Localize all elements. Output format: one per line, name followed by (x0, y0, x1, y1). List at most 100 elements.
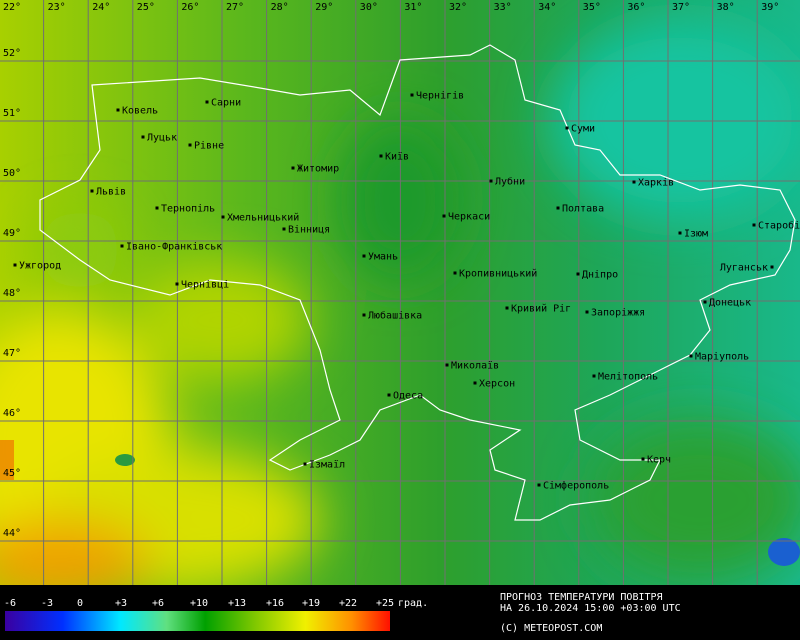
city-label: Старобі (758, 220, 800, 232)
lat-label: 47° (3, 348, 21, 359)
city-dot (155, 206, 159, 210)
city-dot (120, 244, 124, 248)
legend: -6 -3 0 +3 +6 +10 +13 +16 +19 +22 +25 град. (4, 598, 428, 609)
city-dot (13, 263, 17, 267)
city-label: Кривий Ріг (511, 303, 571, 315)
legend-label: +10 (190, 598, 208, 609)
cities: Ковель Сарни Чернігів Луцьк Рівне Суми Житомир… (13, 90, 800, 492)
lat-label: 46° (3, 408, 21, 419)
city-label: Київ (385, 152, 409, 163)
lon-label: 29° (315, 2, 333, 13)
city-label: Керч (647, 455, 671, 466)
border (39, 44, 796, 521)
lon-label: 34° (538, 2, 556, 13)
lon-label: 28° (271, 2, 289, 13)
lat-label: 49° (3, 228, 21, 239)
city-label: Одеса (393, 391, 423, 402)
city-label: Житомир (297, 164, 339, 175)
city-dot (505, 306, 509, 310)
city-dot (116, 108, 120, 112)
lon-label: 26° (181, 2, 199, 13)
city-label: Дніпро (582, 269, 618, 281)
city-dot (362, 254, 366, 258)
city-dot (576, 272, 580, 276)
city-dot (641, 457, 645, 461)
legend-label: +25 (376, 598, 394, 609)
lon-label: 25° (137, 2, 155, 13)
caption-title: ПРОГНОЗ ТЕМПЕРАТУРИ ПОВІТРЯ (500, 592, 663, 603)
lon-label: 24° (92, 2, 110, 13)
city-label: Хмельницький (227, 212, 299, 224)
city-label: Луганськ (720, 263, 768, 274)
lon-label: 33° (494, 2, 512, 13)
city-label: Миколаїв (451, 361, 499, 372)
city-label: Ужгород (19, 261, 61, 272)
city-label: Рівне (194, 140, 224, 152)
legend-label: +13 (228, 598, 246, 609)
lon-label: 23° (48, 2, 66, 13)
city-dot (556, 206, 560, 210)
lon-label: 35° (583, 2, 601, 13)
city-label: Любашівка (368, 310, 422, 322)
city-label: Херсон (479, 379, 515, 390)
city-dot (632, 180, 636, 184)
lon-label: 38° (717, 2, 735, 13)
city-dot (141, 135, 145, 139)
legend-label: -3 (41, 598, 53, 609)
city-label: Чернігів (416, 90, 464, 102)
legend-label: +19 (302, 598, 320, 609)
city-label: Маріуполь (695, 351, 749, 363)
city-label: Запоріжжя (591, 307, 645, 319)
city-dot (770, 265, 774, 269)
lat-label: 52° (3, 48, 21, 59)
city-label: Кропивницький (459, 268, 537, 280)
city-label: Мелітополь (598, 371, 658, 383)
city-label: Ковель (122, 106, 158, 117)
city-dot (387, 393, 391, 397)
lon-label: 27° (226, 2, 244, 13)
city-dot (221, 215, 225, 219)
city-dot (410, 93, 414, 97)
city-label: Суми (571, 124, 595, 135)
city-dot (565, 126, 569, 130)
city-dot (379, 154, 383, 158)
legend-label: -6 (4, 598, 16, 609)
lat-label: 50° (3, 168, 21, 179)
city-dot (592, 374, 596, 378)
city-label: Донецьк (709, 298, 751, 309)
city-label: Тернопіль (161, 203, 215, 215)
city-label: Сарни (211, 98, 241, 109)
city-label: Черкаси (448, 212, 490, 223)
city-dot (752, 223, 756, 227)
city-dot (188, 143, 192, 147)
lon-label: 36° (627, 2, 645, 13)
city-label: Сімферополь (543, 480, 609, 492)
city-label: Чернівці (181, 279, 229, 291)
city-label: Луцьк (147, 133, 177, 144)
city-dot (205, 100, 209, 104)
city-dot (489, 179, 493, 183)
copyright: (C) METEOPOST.COM (500, 623, 602, 634)
lon-label: 37° (672, 2, 690, 13)
city-label: Полтава (562, 204, 604, 215)
city-dot (175, 282, 179, 286)
lat-label: 51° (3, 108, 21, 119)
city-dot (445, 363, 449, 367)
lon-label: 30° (360, 2, 378, 13)
city-dot (678, 231, 682, 235)
lon-label: 32° (449, 2, 467, 13)
legend-label: +6 (152, 598, 164, 609)
legend-label: +22 (339, 598, 357, 609)
city-dot (291, 166, 295, 170)
legend-label: +3 (115, 598, 127, 609)
city-dot (537, 483, 541, 487)
city-dot (585, 310, 589, 314)
city-label: Умань (368, 252, 398, 263)
legend-label: 0 (77, 598, 83, 609)
lon-label: 39° (761, 2, 779, 13)
lon-label: 31° (404, 2, 422, 13)
city-label: Івано-Франківськ (126, 241, 222, 253)
caption-time: НА 26.10.2024 15:00 +03:00 UTC (500, 603, 681, 614)
city-dot (703, 300, 707, 304)
